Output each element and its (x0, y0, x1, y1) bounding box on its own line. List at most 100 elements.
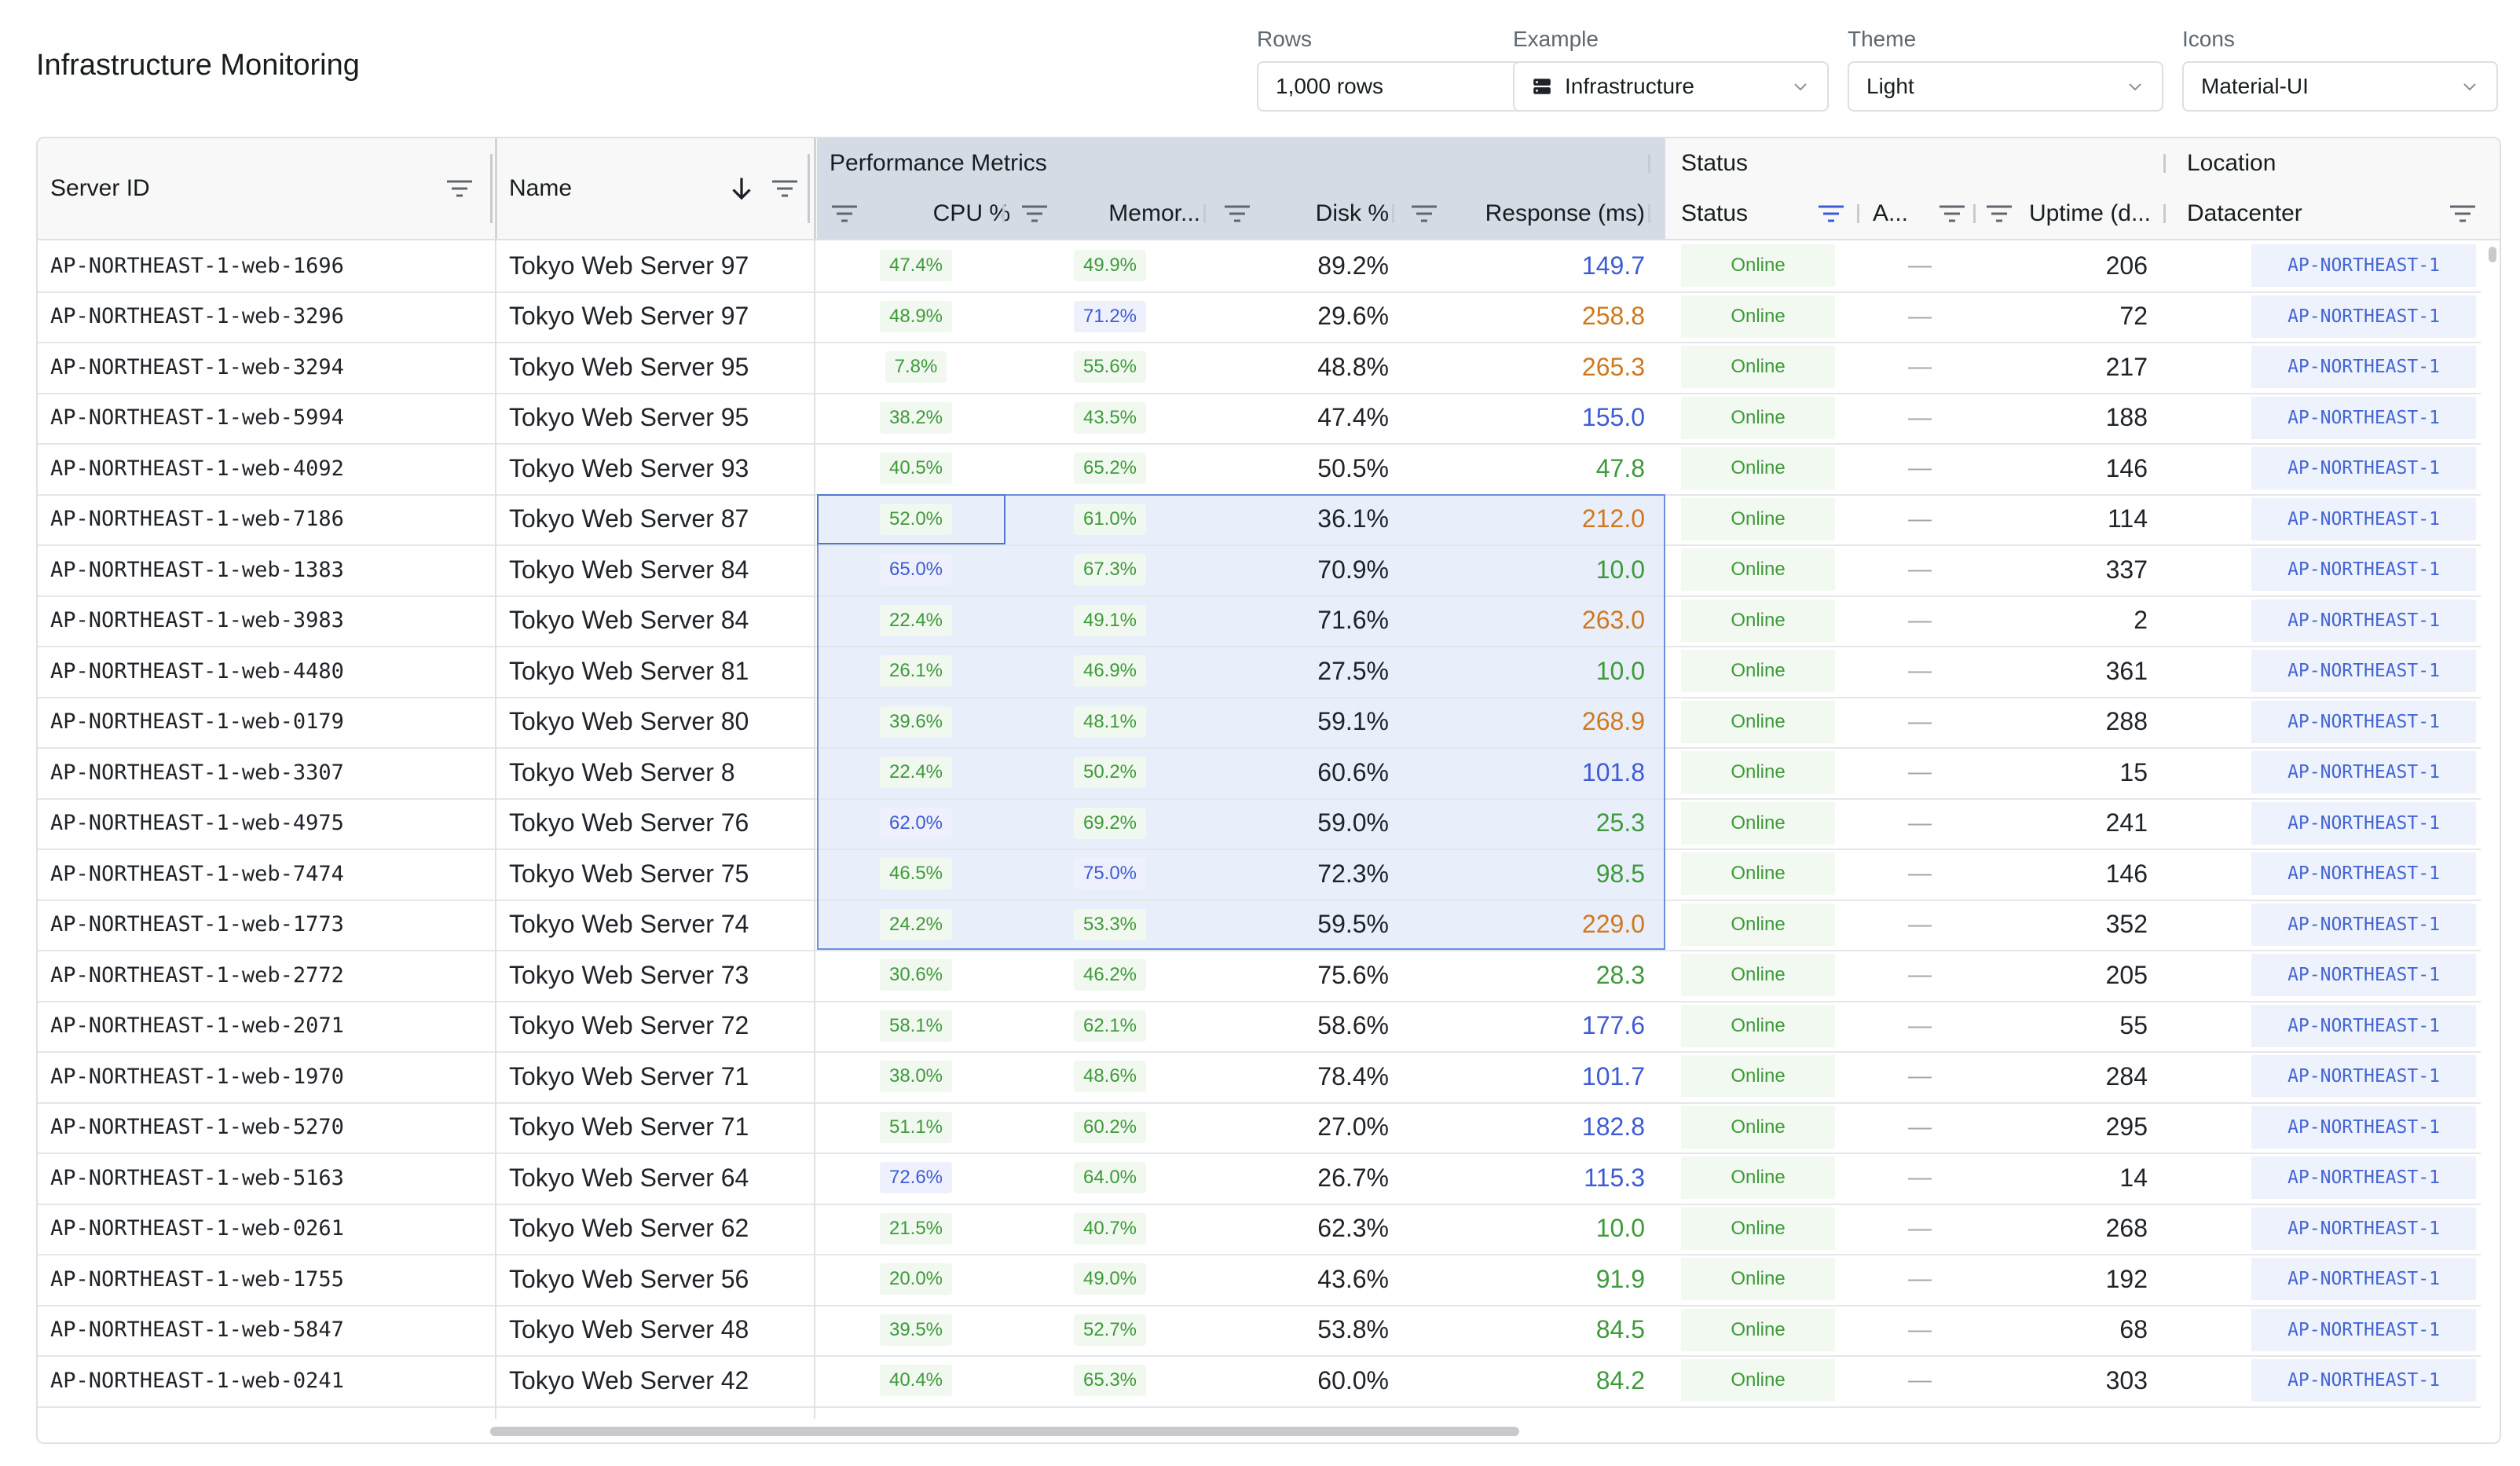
cell-status[interactable]: Online (1681, 747, 1835, 798)
theme-select[interactable]: Light (1848, 61, 2163, 112)
column-resize-handle[interactable] (1973, 204, 1976, 223)
cell-response[interactable]: 155.0 (1409, 393, 1645, 444)
cell-disk[interactable]: 59.5% (1216, 900, 1389, 951)
cell-uptime[interactable]: 188 (1984, 393, 2148, 444)
cell-name[interactable]: Tokyo Web Server 56 (509, 1254, 808, 1305)
cell-alerts[interactable]: — (1873, 1051, 1967, 1102)
filter-icon[interactable] (1409, 203, 1439, 225)
sort-descending-icon[interactable] (727, 174, 756, 203)
cell-uptime[interactable]: 241 (1984, 798, 2148, 849)
filter-icon[interactable] (445, 178, 474, 200)
cell-response[interactable]: 101.7 (1409, 1051, 1645, 1102)
cell-cpu[interactable]: 20.0% (830, 1254, 1002, 1305)
grid-body[interactable]: AP-NORTHEAST-1-web-1696 Tokyo Web Server … (38, 240, 2500, 1419)
cell-response[interactable]: 229.0 (1409, 900, 1645, 951)
table-row[interactable]: AP-NORTHEAST-1-web-3307 Tokyo Web Server … (38, 747, 2481, 800)
cell-alerts[interactable]: — (1873, 1305, 1967, 1356)
cell-uptime[interactable]: 146 (1984, 848, 2148, 900)
cell-cpu[interactable]: 24.2% (830, 900, 1002, 951)
icons-select[interactable]: Material-UI (2182, 61, 2498, 112)
filter-icon[interactable] (770, 178, 800, 200)
cell-datacenter[interactable]: AP-NORTHEAST-1 (2251, 544, 2476, 596)
cell-datacenter[interactable]: AP-NORTHEAST-1 (2251, 646, 2476, 697)
cell-disk[interactable]: 78.4% (1216, 1051, 1389, 1102)
cell-server-id[interactable]: AP-NORTHEAST-1-web-4975 (50, 798, 490, 849)
table-row[interactable]: AP-NORTHEAST-1-web-1383 Tokyo Web Server … (38, 544, 2481, 597)
cell-response[interactable]: 10.0 (1409, 544, 1645, 596)
cell-server-id[interactable]: AP-NORTHEAST-1-web-1970 (50, 1051, 490, 1102)
table-row[interactable]: AP-NORTHEAST-1-web-2772 Tokyo Web Server … (38, 950, 2481, 1002)
cell-server-id[interactable]: AP-NORTHEAST-1-web-5994 (50, 393, 490, 444)
cell-server-id[interactable]: AP-NORTHEAST-1-web-5847 (50, 1305, 490, 1356)
column-resize-handle[interactable] (1002, 204, 1005, 223)
cell-name[interactable]: Tokyo Web Server 42 (509, 1355, 808, 1406)
filter-icon[interactable] (2448, 203, 2478, 225)
cell-name[interactable]: Tokyo Web Server 84 (509, 596, 808, 647)
cell-memory[interactable]: 43.5% (1020, 393, 1200, 444)
cell-response[interactable]: 263.0 (1409, 596, 1645, 647)
cell-cpu[interactable]: 48.9% (830, 291, 1002, 343)
cell-status[interactable]: Online (1681, 291, 1835, 343)
table-row[interactable]: AP-NORTHEAST-1-web-2071 Tokyo Web Server … (38, 1001, 2481, 1053)
cell-uptime[interactable]: 303 (1984, 1355, 2148, 1406)
column-resize-handle[interactable] (808, 154, 810, 223)
vertical-scrollbar[interactable] (2489, 247, 2496, 262)
cell-disk[interactable]: 89.2% (1216, 240, 1389, 291)
cell-cpu[interactable]: 21.5% (830, 1204, 1002, 1255)
cell-memory[interactable]: 71.2% (1020, 291, 1200, 343)
cell-response[interactable]: 177.6 (1409, 1001, 1645, 1052)
table-row[interactable]: AP-NORTHEAST-1-web-1773 Tokyo Web Server … (38, 900, 2481, 951)
header-memory[interactable]: Memor... (1020, 189, 1200, 239)
table-row[interactable]: AP-NORTHEAST-1-web-4975 Tokyo Web Server … (38, 798, 2481, 850)
cell-cpu[interactable]: 46.5% (830, 848, 1002, 900)
cell-alerts[interactable]: — (1873, 240, 1967, 291)
table-row[interactable]: AP-NORTHEAST-1-web-0261 Tokyo Web Server … (38, 1204, 2481, 1255)
cell-name[interactable]: Tokyo Web Server 97 (509, 291, 808, 343)
table-row[interactable]: AP-NORTHEAST-1-web-1755 Tokyo Web Server … (38, 1254, 2481, 1307)
header-disk[interactable]: Disk % (1222, 189, 1389, 239)
cell-status[interactable]: Online (1681, 1204, 1835, 1255)
cell-status[interactable]: Online (1681, 596, 1835, 647)
cell-memory[interactable]: 75.0% (1020, 848, 1200, 900)
cell-datacenter[interactable]: AP-NORTHEAST-1 (2251, 1254, 2476, 1305)
cell-status[interactable]: Online (1681, 798, 1835, 849)
cell-alerts[interactable]: — (1873, 291, 1967, 343)
column-resize-handle[interactable] (1392, 204, 1394, 223)
cell-uptime[interactable]: 55 (1984, 1001, 2148, 1052)
filter-icon[interactable] (1020, 203, 1049, 225)
table-row[interactable]: AP-NORTHEAST-1-web-7474 Tokyo Web Server … (38, 848, 2481, 901)
cell-memory[interactable]: 67.3% (1020, 544, 1200, 596)
cell-datacenter[interactable]: AP-NORTHEAST-1 (2251, 1305, 2476, 1356)
cell-disk[interactable]: 29.6% (1216, 291, 1389, 343)
cell-memory[interactable]: 65.2% (1020, 443, 1200, 494)
cell-memory[interactable]: 48.6% (1020, 1051, 1200, 1102)
table-row[interactable]: AP-NORTHEAST-1-web-7186 Tokyo Web Server … (38, 494, 2481, 546)
cell-server-id[interactable]: AP-NORTHEAST-1-web-2071 (50, 1001, 490, 1052)
cell-disk[interactable]: 60.6% (1216, 747, 1389, 798)
cell-alerts[interactable]: — (1873, 443, 1967, 494)
cell-status[interactable]: Online (1681, 342, 1835, 393)
cell-response[interactable]: 101.8 (1409, 747, 1645, 798)
cell-name[interactable]: Tokyo Web Server 71 (509, 1102, 808, 1153)
cell-uptime[interactable]: 288 (1984, 697, 2148, 748)
cell-memory[interactable]: 55.6% (1020, 342, 1200, 393)
cell-memory[interactable]: 52.7% (1020, 1305, 1200, 1356)
cell-cpu[interactable]: 51.1% (830, 1102, 1002, 1153)
cell-cpu[interactable]: 72.6% (830, 1153, 1002, 1204)
cell-response[interactable]: 25.3 (1409, 798, 1645, 849)
filter-icon[interactable] (1984, 203, 2014, 225)
cell-cpu[interactable]: 39.6% (830, 697, 1002, 748)
cell-datacenter[interactable]: AP-NORTHEAST-1 (2251, 596, 2476, 647)
cell-disk[interactable]: 71.6% (1216, 596, 1389, 647)
cell-name[interactable]: Tokyo Web Server 95 (509, 393, 808, 444)
table-row[interactable]: AP-NORTHEAST-1-web-0241 Tokyo Web Server … (38, 1355, 2481, 1408)
cell-response[interactable]: 182.8 (1409, 1102, 1645, 1153)
cell-response[interactable]: 149.7 (1409, 240, 1645, 291)
cell-response[interactable]: 91.9 (1409, 1254, 1645, 1305)
cell-status[interactable]: Online (1681, 900, 1835, 951)
table-row[interactable]: AP-NORTHEAST-1-web-5163 Tokyo Web Server … (38, 1153, 2481, 1205)
cell-status[interactable]: Online (1681, 1001, 1835, 1052)
cell-uptime[interactable]: 146 (1984, 443, 2148, 494)
cell-status[interactable]: Online (1681, 1355, 1835, 1406)
table-row[interactable]: AP-NORTHEAST-1-web-3296 Tokyo Web Server … (38, 291, 2481, 343)
